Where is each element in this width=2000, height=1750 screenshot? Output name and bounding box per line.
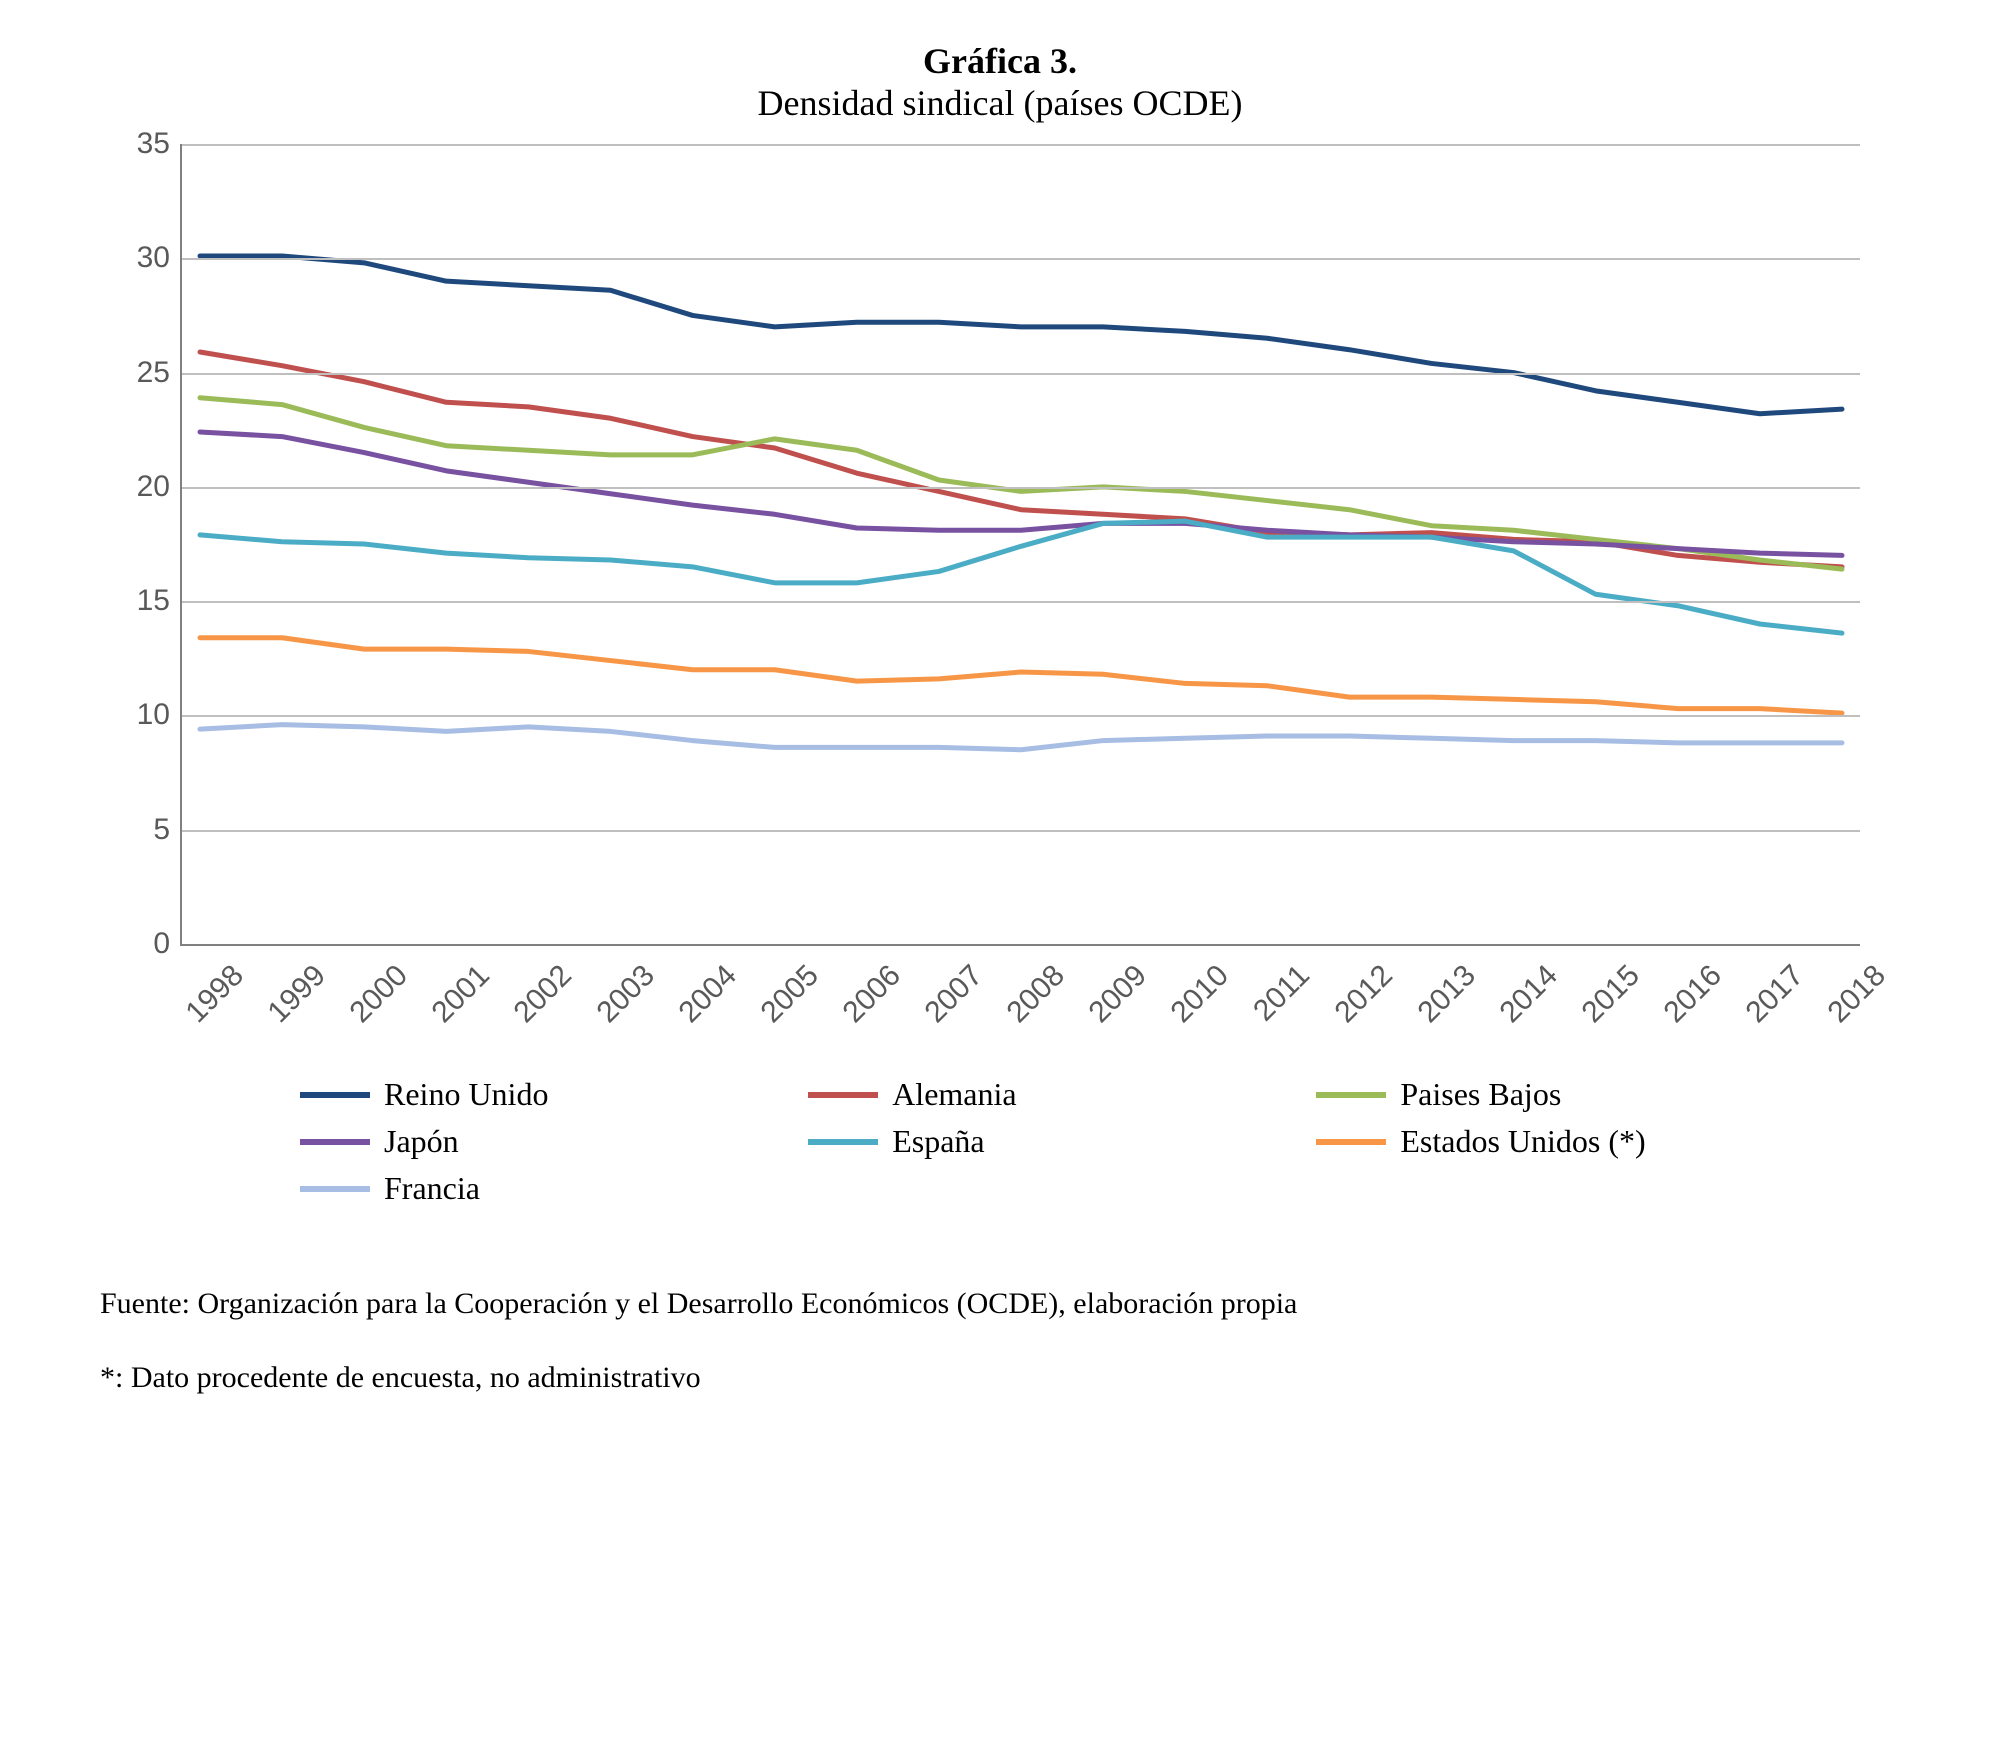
legend-item-estados_unidos: Estados Unidos (*)	[1316, 1123, 1824, 1160]
legend-item-reino_unido: Reino Unido	[300, 1076, 808, 1113]
series-francia	[200, 725, 1842, 750]
gridline	[182, 487, 1860, 489]
x-tick-label: 1999	[262, 959, 333, 1030]
legend-label: Japón	[384, 1123, 459, 1160]
x-axis-labels: 1998199920002001200220032004200520062007…	[180, 946, 1860, 1056]
legend-swatch	[808, 1092, 878, 1098]
gridline	[182, 144, 1860, 146]
x-tick-label: 2017	[1739, 959, 1810, 1030]
chart-container: Gráfica 3. Densidad sindical (países OCD…	[100, 40, 1900, 1395]
legend-item-espana: España	[808, 1123, 1316, 1160]
gridline	[182, 258, 1860, 260]
gridline	[182, 373, 1860, 375]
legend-item-paises_bajos: Paises Bajos	[1316, 1076, 1824, 1113]
y-tick-label: 25	[137, 356, 182, 390]
x-tick-label: 2016	[1657, 959, 1728, 1030]
x-tick-label: 2015	[1575, 959, 1646, 1030]
series-alemania	[200, 352, 1842, 567]
legend-label: España	[892, 1123, 984, 1160]
x-tick-label: 2005	[754, 959, 825, 1030]
y-tick-label: 0	[153, 927, 182, 961]
legend-label: Estados Unidos (*)	[1400, 1123, 1645, 1160]
legend-item-japon: Japón	[300, 1123, 808, 1160]
legend-swatch	[1316, 1139, 1386, 1145]
x-tick-label: 2000	[344, 959, 415, 1030]
y-tick-label: 10	[137, 698, 182, 732]
y-tick-label: 20	[137, 470, 182, 504]
legend-label: Francia	[384, 1170, 480, 1207]
x-tick-label: 2007	[918, 959, 989, 1030]
chart-title-block: Gráfica 3. Densidad sindical (países OCD…	[100, 40, 1900, 124]
legend-swatch	[808, 1139, 878, 1145]
x-tick-label: 2008	[1000, 959, 1071, 1030]
x-tick-label: 2013	[1411, 959, 1482, 1030]
line-series-svg	[182, 144, 1860, 944]
plot-area: 05101520253035	[180, 144, 1860, 946]
legend-swatch	[300, 1186, 370, 1192]
x-tick-label: 2009	[1083, 959, 1154, 1030]
legend-swatch	[1316, 1092, 1386, 1098]
x-tick-label: 2018	[1821, 959, 1892, 1030]
x-tick-label: 2014	[1493, 959, 1564, 1030]
legend-swatch	[300, 1139, 370, 1145]
gridline	[182, 601, 1860, 603]
x-tick-label: 2002	[508, 959, 579, 1030]
series-reino_unido	[200, 256, 1842, 414]
legend-swatch	[300, 1092, 370, 1098]
x-tick-label: 2004	[672, 959, 743, 1030]
gridline	[182, 715, 1860, 717]
legend-label: Paises Bajos	[1400, 1076, 1561, 1113]
y-tick-label: 35	[137, 127, 182, 161]
x-tick-label: 2003	[590, 959, 661, 1030]
gridline	[182, 830, 1860, 832]
x-tick-label: 1998	[179, 959, 250, 1030]
legend-label: Reino Unido	[384, 1076, 548, 1113]
chart-subtitle: Densidad sindical (países OCDE)	[100, 82, 1900, 124]
plot-wrap: 05101520253035 1998199920002001200220032…	[180, 144, 1860, 1056]
x-tick-label: 2011	[1247, 959, 1317, 1029]
x-tick-label: 2001	[426, 959, 497, 1030]
chart-title: Gráfica 3.	[100, 40, 1900, 82]
legend-label: Alemania	[892, 1076, 1016, 1113]
y-tick-label: 30	[137, 241, 182, 275]
footer-source: Fuente: Organización para la Cooperación…	[100, 1287, 1900, 1321]
x-tick-label: 2012	[1329, 959, 1400, 1030]
chart-footer: Fuente: Organización para la Cooperación…	[100, 1287, 1900, 1395]
x-tick-label: 2010	[1165, 959, 1236, 1030]
y-tick-label: 15	[137, 584, 182, 618]
legend-item-alemania: Alemania	[808, 1076, 1316, 1113]
y-tick-label: 5	[153, 813, 182, 847]
footer-note: *: Dato procedente de encuesta, no admin…	[100, 1361, 1900, 1395]
series-estados_unidos	[200, 638, 1842, 713]
legend-item-francia: Francia	[300, 1170, 808, 1207]
x-tick-label: 2006	[836, 959, 907, 1030]
legend: Reino Unido Alemania Paises Bajos Japón Espa…	[300, 1076, 1840, 1207]
